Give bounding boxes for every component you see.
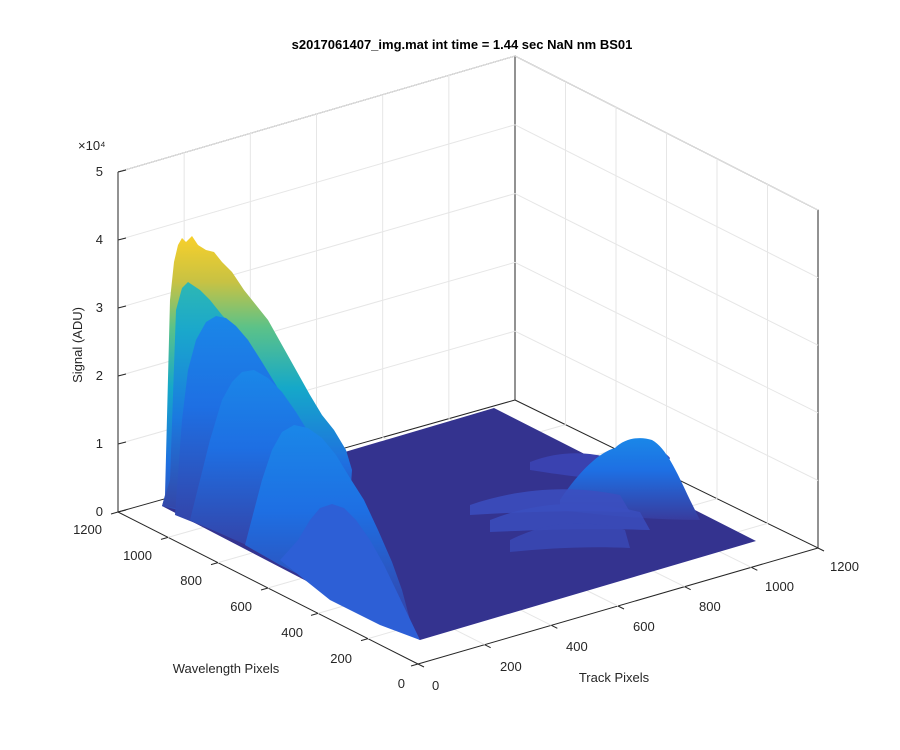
y-tick-mark <box>160 536 169 540</box>
z-tick-label: 2 <box>96 368 103 383</box>
surface-ridge-3 <box>510 523 630 552</box>
y-tick-label: 800 <box>180 573 202 588</box>
y-tick-mark <box>260 587 269 591</box>
y-tick-mark <box>210 562 219 566</box>
y-tick-mark <box>110 511 119 515</box>
x-tick-label: 600 <box>633 619 655 634</box>
x-tick-mark <box>751 566 758 571</box>
surface-ridge-2 <box>490 503 650 532</box>
z-tick-label: 4 <box>96 232 103 247</box>
z-tick-mark <box>117 305 127 309</box>
z-tick-mark <box>117 169 127 173</box>
y-tick-mark <box>410 663 419 667</box>
x-tick-label: 1000 <box>765 579 794 594</box>
z-tick-label: 0 <box>96 504 103 519</box>
z-tick-mark <box>117 509 127 513</box>
x-tick-label: 0 <box>432 678 439 693</box>
y-axis-label: Wavelength Pixels <box>173 661 280 676</box>
z-exponent-label: ×10⁴ <box>78 138 106 153</box>
y-tick-label: 1200 <box>73 522 102 537</box>
chart-title: s2017061407_img.mat int time = 1.44 sec … <box>292 37 633 52</box>
x-tick-mark <box>617 605 625 610</box>
x-tick-mark <box>417 663 425 668</box>
x-axis: 0 200 400 600 800 1000 1200 Track Pixels <box>432 559 859 693</box>
x-tick-label: 800 <box>699 599 721 614</box>
x-tick-label: 400 <box>566 639 588 654</box>
x-tick-mark <box>484 644 491 649</box>
z-tick-label: 3 <box>96 300 103 315</box>
y-tick-label: 400 <box>281 625 303 640</box>
y-tick-label: 1000 <box>123 548 152 563</box>
z-tick-mark <box>117 237 127 241</box>
z-axis-label: Signal (ADU) <box>70 307 85 383</box>
z-tick-label: 1 <box>96 436 103 451</box>
z-tick-label: 5 <box>96 164 103 179</box>
x-tick-mark <box>551 624 558 629</box>
y-tick-label: 200 <box>330 651 352 666</box>
z-axis: 0 1 2 3 4 5 ×10⁴ Signal (ADU) <box>70 138 106 519</box>
x-tick-label: 200 <box>500 659 522 674</box>
z-tick-mark <box>117 441 127 445</box>
x-tick-mark <box>684 586 691 591</box>
y-tick-mark <box>310 612 319 616</box>
z-tick-mark <box>117 373 127 377</box>
x-tick-mark <box>817 547 825 552</box>
y-tick-label: 600 <box>230 599 252 614</box>
y-tick-label: 0 <box>398 676 405 691</box>
y-tick-mark <box>360 638 369 642</box>
surface-plot <box>162 236 756 640</box>
surface-peak-6 <box>280 504 420 640</box>
tick-marks <box>110 169 825 668</box>
x-tick-label: 1200 <box>830 559 859 574</box>
x-axis-label: Track Pixels <box>579 670 650 685</box>
y-axis: 0 200 400 600 800 1000 1200 Wavelength P… <box>73 522 405 691</box>
